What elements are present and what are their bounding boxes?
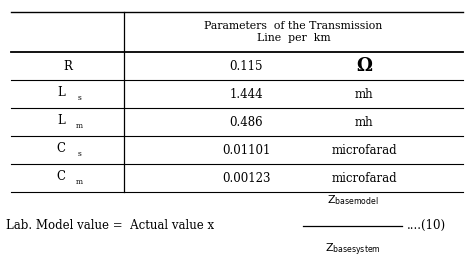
Text: Parameters  of the Transmission
Line  per  km: Parameters of the Transmission Line per … bbox=[204, 21, 383, 43]
Text: $\mathrm{Z_{basemodel}}$: $\mathrm{Z_{basemodel}}$ bbox=[327, 194, 378, 207]
Text: Lab. Model value =  Actual value x: Lab. Model value = Actual value x bbox=[6, 219, 218, 232]
Text: m: m bbox=[75, 122, 82, 130]
Text: L: L bbox=[57, 86, 65, 99]
Text: 0.01101: 0.01101 bbox=[222, 144, 271, 157]
Text: ....(10): ....(10) bbox=[407, 219, 446, 232]
Text: s: s bbox=[77, 150, 81, 158]
Text: s: s bbox=[77, 94, 81, 102]
Text: L: L bbox=[57, 114, 65, 127]
Text: 1.444: 1.444 bbox=[229, 88, 263, 101]
Text: C: C bbox=[56, 170, 65, 183]
Text: R: R bbox=[63, 60, 72, 73]
Text: $\mathrm{Z_{basesystem}}$: $\mathrm{Z_{basesystem}}$ bbox=[325, 242, 380, 258]
Text: microfarad: microfarad bbox=[331, 172, 397, 185]
Text: microfarad: microfarad bbox=[331, 144, 397, 157]
Text: Ω: Ω bbox=[356, 57, 372, 75]
Text: 0.00123: 0.00123 bbox=[222, 172, 271, 185]
Text: 0.115: 0.115 bbox=[230, 60, 263, 73]
Text: 0.486: 0.486 bbox=[229, 116, 263, 129]
Text: mh: mh bbox=[355, 88, 374, 101]
Text: C: C bbox=[56, 142, 65, 155]
Text: mh: mh bbox=[355, 116, 374, 129]
Text: m: m bbox=[75, 178, 82, 186]
